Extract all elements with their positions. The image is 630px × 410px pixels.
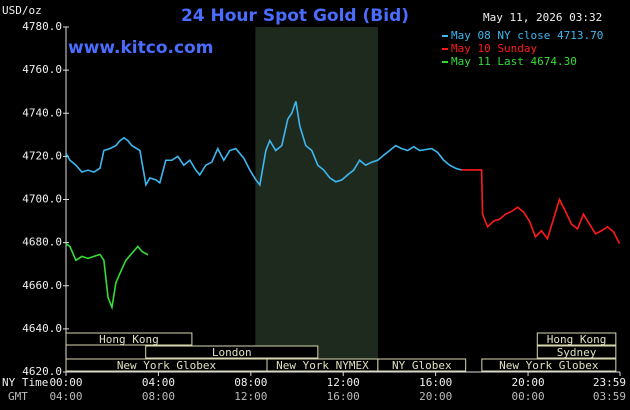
- y-tick-label: 4700.0: [22, 193, 62, 206]
- x2-axis-label: GMT: [8, 390, 28, 403]
- price-line: [461, 169, 621, 245]
- session-box: [536, 332, 617, 346]
- x2-tick-label: 16:00: [327, 390, 360, 403]
- session-label: NY Globex: [392, 359, 452, 372]
- session-label: New York Globex: [499, 359, 599, 372]
- x-tick-label: 23:59: [593, 376, 626, 389]
- y-tick-label: 4740.0: [22, 106, 62, 119]
- y-tick-label: 4680.0: [22, 236, 62, 249]
- y-tick-label: 4660.0: [22, 279, 62, 292]
- session-label: Sydney: [557, 346, 597, 359]
- x-axis-label: NY Time: [2, 376, 48, 389]
- x2-tick-label: 00:00: [511, 390, 544, 403]
- legend-entry: May 10 Sunday: [451, 42, 537, 55]
- highlight-layer: [255, 27, 378, 372]
- timestamp: May 11, 2026 03:32: [483, 11, 602, 24]
- legend-entry: May 08 NY close 4713.70: [451, 29, 603, 42]
- x-tick-label: 12:00: [327, 376, 360, 389]
- y-axis-label: USD/oz: [2, 4, 42, 17]
- x-tick-label: 16:00: [419, 376, 452, 389]
- session-box: [65, 332, 193, 346]
- session-box: [536, 345, 617, 359]
- x2-tick-label: 12:00: [234, 390, 267, 403]
- price-line: [65, 101, 462, 188]
- y-tick-label: 4780.0: [22, 20, 62, 33]
- session-label: Hong Kong: [99, 333, 159, 346]
- y-tick-label: 4640.0: [22, 322, 62, 335]
- x-tick-label: 00:00: [49, 376, 82, 389]
- session-label: New York Globex: [117, 359, 217, 372]
- x-tick-label: 08:00: [234, 376, 267, 389]
- session-box: [145, 345, 319, 359]
- watermark: www.kitco.com: [68, 38, 213, 58]
- legend-entry: May 11 Last 4674.30: [451, 55, 577, 68]
- session-label: Hong Kong: [547, 333, 607, 346]
- x2-tick-label: 04:00: [49, 390, 82, 403]
- session-box: [481, 358, 617, 372]
- y-tick-label: 4760.0: [22, 63, 62, 76]
- x-tick-label: 04:00: [142, 376, 175, 389]
- y-tick-label: 4620.0: [22, 365, 62, 378]
- x2-tick-label: 08:00: [142, 390, 175, 403]
- chart-title: 24 Hour Spot Gold (Bid): [181, 6, 409, 26]
- session-box: [377, 358, 467, 372]
- x-tick-label: 20:00: [511, 376, 544, 389]
- session-label: London: [212, 346, 252, 359]
- y-tick-label: 4720.0: [22, 149, 62, 162]
- x2-tick-label: 03:59: [593, 390, 626, 403]
- x2-tick-label: 20:00: [419, 390, 452, 403]
- legend-box: [438, 28, 620, 71]
- highlight-band: [255, 27, 378, 372]
- price-line: [65, 243, 149, 311]
- session-label: New York NYMEX: [276, 359, 369, 372]
